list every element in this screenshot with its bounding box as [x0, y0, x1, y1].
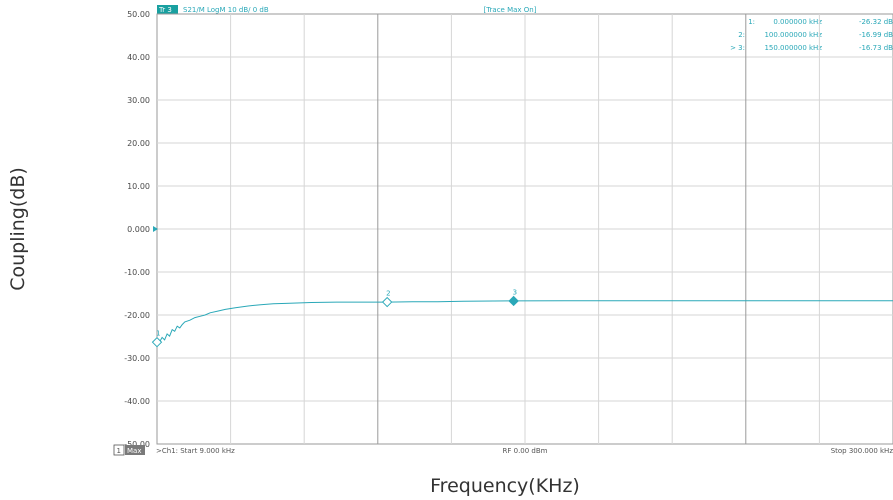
y-tick-labels: 50.00 40.00 30.00 20.00 10.00 0.000 -10.00 -20.…: [124, 10, 150, 449]
marker-readout-num: 1:: [748, 18, 755, 26]
trace-max-status: [Trace Max On]: [484, 6, 537, 14]
marker-label: 2: [386, 290, 390, 298]
markers: 1 2 3: [151, 288, 519, 348]
start-frequency[interactable]: >Ch1: Start 9.000 kHz: [156, 447, 235, 455]
y-tick-label: 50.00: [127, 10, 150, 19]
rf-power[interactable]: RF 0.00 dBm: [503, 447, 548, 455]
trace-line: [156, 300, 893, 344]
marker-readout-value: -16.99 dB: [859, 31, 893, 39]
marker-2: [381, 296, 393, 308]
marker-readout-freq: 0.000000 kHz: [773, 18, 822, 26]
y-tick-label: -10.00: [124, 268, 150, 277]
y-axis-title: Coupling(dB): [7, 167, 29, 291]
marker-label: 1: [156, 330, 160, 338]
y-tick-label: 10.00: [127, 182, 150, 191]
marker-readout-freq: 100.000000 kHz: [764, 31, 822, 39]
channel-num-box: [113, 444, 125, 456]
y-tick-label: 0.000: [127, 225, 150, 234]
marker-1: [151, 336, 163, 348]
marker-readout-value: -16.73 dB: [859, 44, 893, 52]
y-tick-label: 30.00: [127, 96, 150, 105]
marker-label: 3: [513, 288, 517, 296]
max-tag-bg: [125, 445, 145, 455]
marker-readout-table: 1: 0.000000 kHz -26.32 dB 2: 100.000000 …: [730, 18, 893, 52]
channel-num[interactable]: 1: [117, 447, 121, 455]
trace-info: S21/M LogM 10 dB/ 0 dB: [183, 6, 269, 14]
y-tick-label: -30.00: [124, 354, 150, 363]
y-tick-label: -40.00: [124, 397, 150, 406]
y-tick-label: -20.00: [124, 311, 150, 320]
stop-frequency[interactable]: Stop 300.000 kHz: [831, 447, 893, 455]
y-tick-label: -50.00: [124, 440, 150, 449]
y-tick-label: 20.00: [127, 139, 150, 148]
marker-readout-value: -26.32 dB: [859, 18, 893, 26]
grid: [157, 14, 893, 444]
trace: [156, 300, 893, 344]
trace-tag-bg: [157, 5, 178, 14]
x-axis-title: Frequency(KHz): [430, 475, 580, 497]
max-tag[interactable]: Max: [127, 447, 141, 455]
marker-readout-num: > 3:: [730, 44, 745, 52]
y-tick-label: 40.00: [127, 53, 150, 62]
trace-tag[interactable]: Tr 3: [158, 6, 172, 14]
marker-readout-freq: 150.000000 kHz: [764, 44, 822, 52]
reference-level-arrow[interactable]: [153, 226, 158, 232]
marker-3: [508, 295, 519, 307]
marker-readout-num: 2:: [738, 31, 745, 39]
